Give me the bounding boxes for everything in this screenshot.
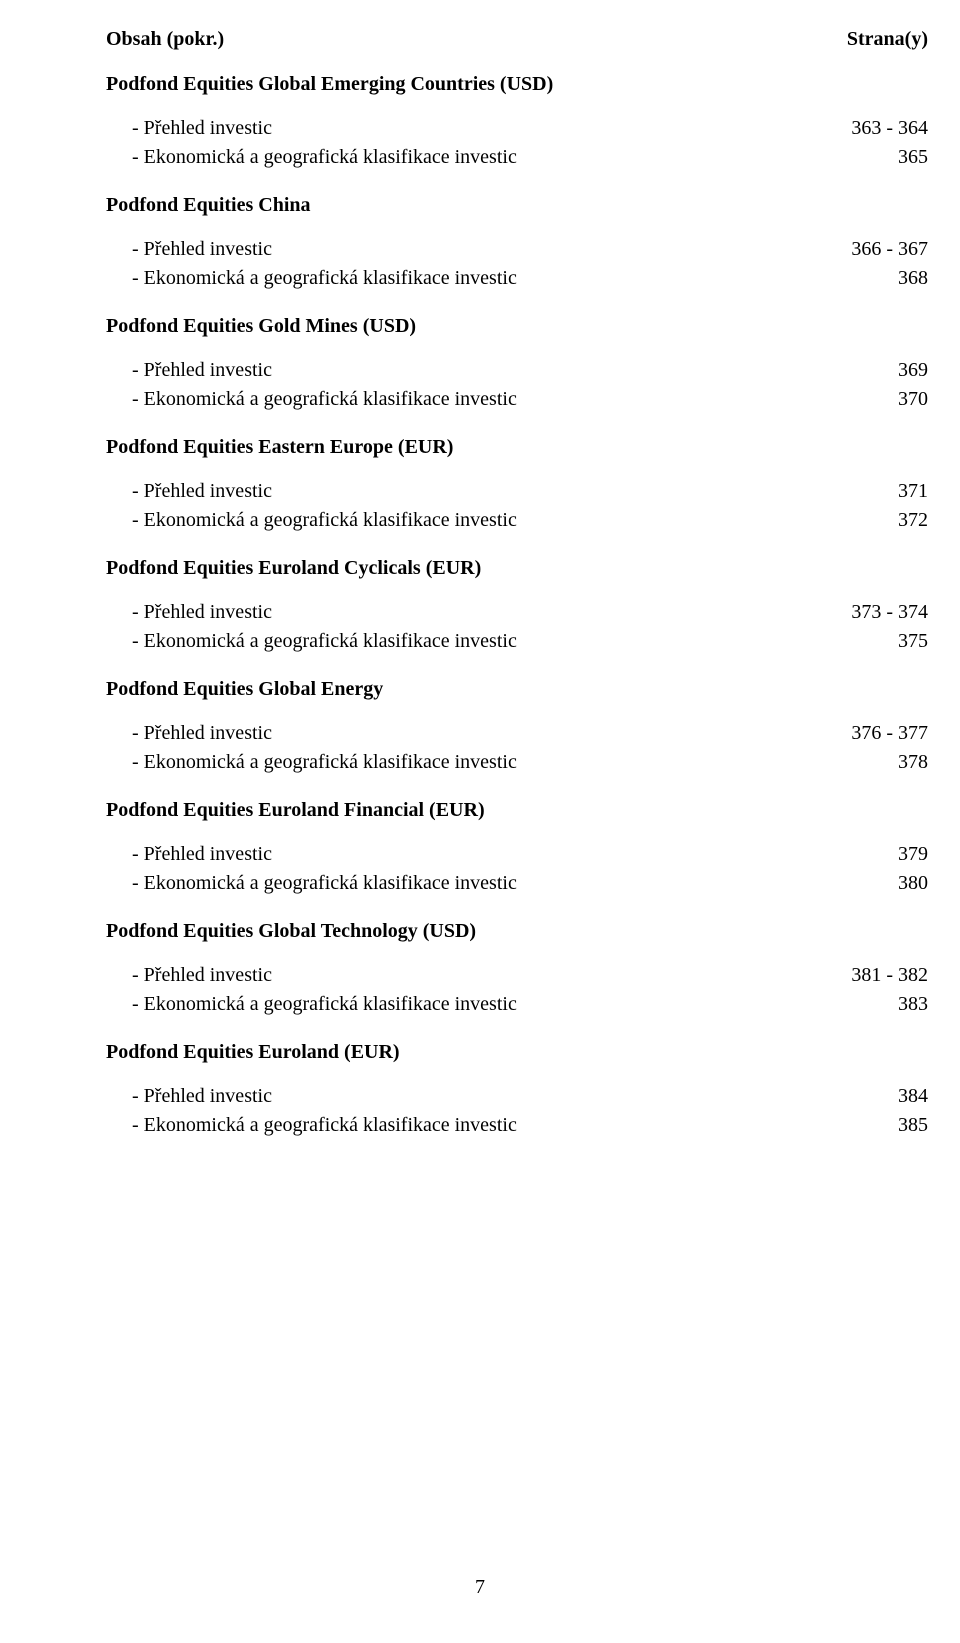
section-title: Podfond Equities Gold Mines (USD) <box>106 315 928 338</box>
toc-line-label: - Přehled investic <box>106 719 851 748</box>
toc-line-page: 369 <box>898 356 928 385</box>
section-title: Podfond Equities Eastern Europe (EUR) <box>106 436 928 459</box>
toc-line: - Ekonomická a geografická klasifikace i… <box>106 506 928 535</box>
toc-line-page: 383 <box>898 990 928 1019</box>
toc-line-page: 376 - 377 <box>851 719 928 748</box>
toc-line-label: - Ekonomická a geografická klasifikace i… <box>106 385 898 414</box>
toc-line: - Přehled investic369 <box>106 356 928 385</box>
toc-section: Podfond Equities Gold Mines (USD) - Přehl… <box>106 315 928 414</box>
toc-line-label: - Přehled investic <box>106 1082 898 1111</box>
header-left: Obsah (pokr.) <box>106 28 224 51</box>
section-title: Podfond Equities China <box>106 194 928 217</box>
toc-section: Podfond Equities Global Technology (USD)… <box>106 920 928 1019</box>
toc-line-label: - Ekonomická a geografická klasifikace i… <box>106 748 898 777</box>
toc-line: - Přehled investic384 <box>106 1082 928 1111</box>
toc-section: Podfond Equities Euroland Financial (EUR… <box>106 799 928 898</box>
toc-line-page: 372 <box>898 506 928 535</box>
section-title: Podfond Equities Global Emerging Countri… <box>106 73 928 96</box>
toc-line-label: - Přehled investic <box>106 598 851 627</box>
toc-line-label: - Přehled investic <box>106 840 898 869</box>
toc-line-label: - Přehled investic <box>106 961 851 990</box>
section-title: Podfond Equities Global Technology (USD) <box>106 920 928 943</box>
toc-line: - Ekonomická a geografická klasifikace i… <box>106 990 928 1019</box>
page-number: 7 <box>0 1576 960 1599</box>
toc-line: - Přehled investic366 - 367 <box>106 235 928 264</box>
toc-line: - Přehled investic371 <box>106 477 928 506</box>
toc-line: - Ekonomická a geografická klasifikace i… <box>106 264 928 293</box>
toc-line: - Ekonomická a geografická klasifikace i… <box>106 748 928 777</box>
toc-line-page: 379 <box>898 840 928 869</box>
toc-line: - Přehled investic376 - 377 <box>106 719 928 748</box>
toc-line-label: - Ekonomická a geografická klasifikace i… <box>106 143 898 172</box>
toc-line-label: - Přehled investic <box>106 114 851 143</box>
toc-line-label: - Ekonomická a geografická klasifikace i… <box>106 627 898 656</box>
toc-section: Podfond Equities China - Přehled investic… <box>106 194 928 293</box>
toc-line-page: 381 - 382 <box>851 961 928 990</box>
toc-line-page: 370 <box>898 385 928 414</box>
toc-line-page: 366 - 367 <box>851 235 928 264</box>
toc-section: Podfond Equities Euroland (EUR) - Přehled… <box>106 1041 928 1140</box>
section-title: Podfond Equities Euroland Cyclicals (EUR… <box>106 557 928 580</box>
toc-line-page: 363 - 364 <box>851 114 928 143</box>
section-title: Podfond Equities Euroland (EUR) <box>106 1041 928 1064</box>
toc-sections: Podfond Equities Global Emerging Countri… <box>106 73 928 1140</box>
toc-line-page: 385 <box>898 1111 928 1140</box>
toc-line: - Ekonomická a geografická klasifikace i… <box>106 869 928 898</box>
toc-line-label: - Ekonomická a geografická klasifikace i… <box>106 869 898 898</box>
toc-line-page: 380 <box>898 869 928 898</box>
header-right: Strana(y) <box>847 28 928 51</box>
page: Obsah (pokr.) Strana(y) Podfond Equities… <box>0 0 960 1643</box>
toc-line: - Ekonomická a geografická klasifikace i… <box>106 385 928 414</box>
toc-line-page: 371 <box>898 477 928 506</box>
page-header: Obsah (pokr.) Strana(y) <box>106 28 928 51</box>
toc-line-label: - Ekonomická a geografická klasifikace i… <box>106 264 898 293</box>
toc-line-page: 373 - 374 <box>851 598 928 627</box>
section-title: Podfond Equities Euroland Financial (EUR… <box>106 799 928 822</box>
toc-line-label: - Přehled investic <box>106 356 898 385</box>
toc-line: - Ekonomická a geografická klasifikace i… <box>106 1111 928 1140</box>
toc-line-page: 368 <box>898 264 928 293</box>
toc-line: - Ekonomická a geografická klasifikace i… <box>106 143 928 172</box>
toc-line: - Přehled investic379 <box>106 840 928 869</box>
toc-line-page: 378 <box>898 748 928 777</box>
toc-section: Podfond Equities Global Emerging Countri… <box>106 73 928 172</box>
toc-section: Podfond Equities Global Energy - Přehled … <box>106 678 928 777</box>
toc-line: - Přehled investic381 - 382 <box>106 961 928 990</box>
toc-section: Podfond Equities Euroland Cyclicals (EUR… <box>106 557 928 656</box>
toc-line: - Přehled investic373 - 374 <box>106 598 928 627</box>
toc-line-label: - Ekonomická a geografická klasifikace i… <box>106 506 898 535</box>
section-title: Podfond Equities Global Energy <box>106 678 928 701</box>
toc-line-label: - Ekonomická a geografická klasifikace i… <box>106 990 898 1019</box>
toc-line-page: 384 <box>898 1082 928 1111</box>
toc-line-label: - Přehled investic <box>106 235 851 264</box>
toc-line: - Ekonomická a geografická klasifikace i… <box>106 627 928 656</box>
toc-line-page: 375 <box>898 627 928 656</box>
toc-line-page: 365 <box>898 143 928 172</box>
toc-line-label: - Přehled investic <box>106 477 898 506</box>
toc-section: Podfond Equities Eastern Europe (EUR) - P… <box>106 436 928 535</box>
toc-line: - Přehled investic363 - 364 <box>106 114 928 143</box>
toc-line-label: - Ekonomická a geografická klasifikace i… <box>106 1111 898 1140</box>
